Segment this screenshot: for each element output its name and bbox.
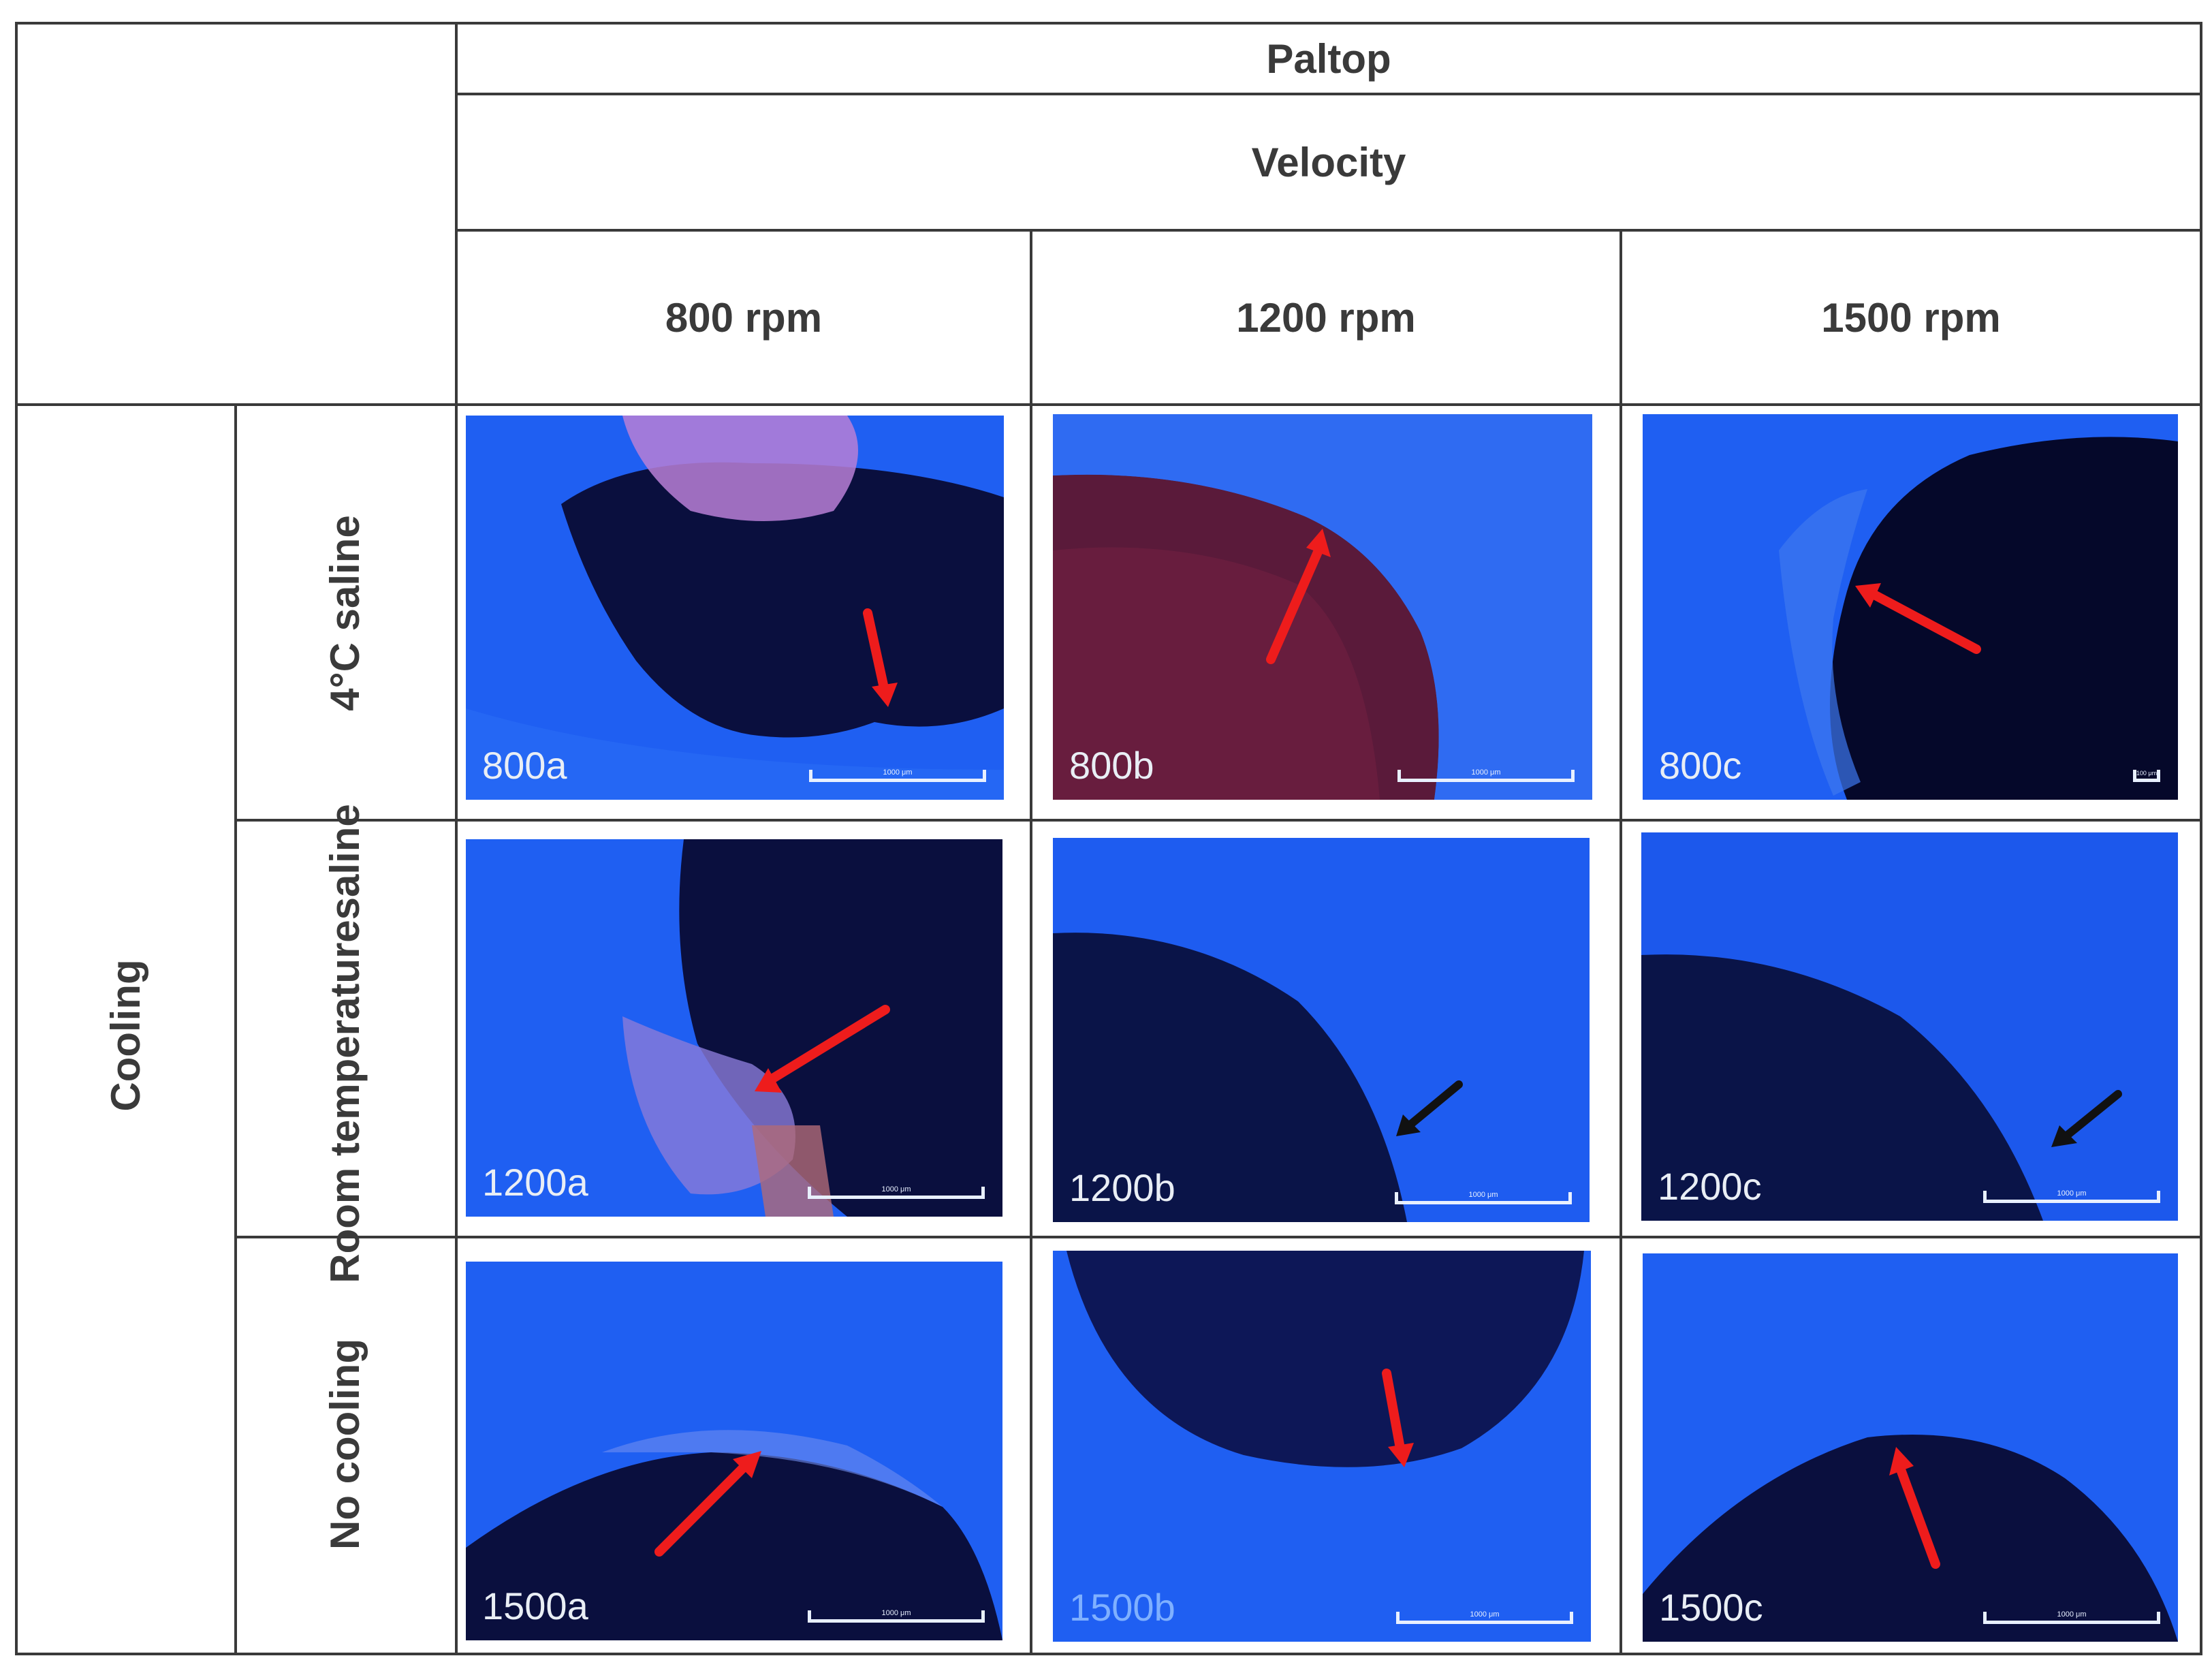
scale-bar-text: 1000 μm [881, 1609, 911, 1617]
panel-label: 800b [1069, 744, 1154, 787]
scale-bar-text: 100 μm [2136, 770, 2158, 777]
divider-paltop [455, 93, 2202, 95]
micrograph-800c: 800c 100 μm [1643, 414, 2178, 800]
panel-label: 1200c [1658, 1165, 1762, 1208]
scale-bar-text: 1000 μm [1470, 1610, 1500, 1619]
divider-header [15, 403, 2202, 406]
scale-bar: 1000 μm [1396, 1609, 1573, 1624]
row-label-4c-saline-text: 4°C saline [321, 515, 368, 711]
micrograph-1200c: 1200c 1000 μm [1641, 832, 2178, 1221]
micrograph-1500c: 1500c 1000 μm [1643, 1253, 2178, 1642]
row-label-no-cooling-text: No cooling [321, 1339, 368, 1550]
micrograph-image [1053, 838, 1590, 1222]
micrograph-1200b: 1200b 1000 μm [1053, 838, 1590, 1222]
divider-col1 [1030, 229, 1032, 1655]
row-label-4c-saline: 4°C saline [311, 409, 379, 817]
table-border-right [2200, 22, 2202, 1655]
micrograph-image [466, 839, 1002, 1217]
cooling-header: Cooling [91, 627, 159, 1444]
micrograph-image [1643, 1253, 2178, 1642]
row-label-room-temp: Room temperature saline [290, 804, 399, 1283]
panel-label: 800c [1659, 744, 1742, 787]
divider-velocity [455, 229, 2202, 232]
scale-bar-text: 1000 μm [2057, 1610, 2087, 1619]
table-border-left [15, 22, 18, 1655]
scale-bar-text: 1000 μm [1471, 768, 1501, 777]
panel-label: 1500b [1069, 1586, 1175, 1629]
panel-label: 1200a [482, 1161, 588, 1204]
scale-bar: 1000 μm [1983, 1188, 2160, 1203]
scale-bar: 1000 μm [1395, 1189, 1572, 1204]
scale-bar: 1000 μm [808, 1608, 985, 1623]
scale-bar-text: 1000 μm [1468, 1191, 1498, 1199]
panel-label: 1500c [1659, 1586, 1763, 1629]
column-header-1200: 1200 rpm [1236, 294, 1416, 341]
scale-bar-text: 1000 μm [883, 768, 913, 777]
panel-label: 1500a [482, 1584, 588, 1627]
scale-bar-text: 1000 μm [2057, 1189, 2087, 1198]
divider-row2 [234, 1236, 2202, 1238]
velocity-header: Velocity [1251, 139, 1406, 185]
row-label-no-cooling: No cooling [311, 1240, 379, 1649]
scale-bar: 1000 μm [1397, 767, 1575, 782]
row-label-room-temp-line2: saline [321, 804, 368, 920]
scale-bar: 1000 μm [1983, 1609, 2160, 1624]
scale-bar: 100 μm [2133, 767, 2160, 782]
micrograph-image [1641, 832, 2178, 1221]
paltop-header: Paltop [1266, 35, 1391, 82]
column-header-1500: 1500 rpm [1821, 294, 2001, 341]
panel-label: 1200b [1069, 1166, 1175, 1209]
micrograph-image [1643, 414, 2178, 800]
micrograph-1500a: 1500a 1000 μm [466, 1262, 1002, 1640]
divider-col2 [1620, 229, 1622, 1655]
micrograph-800a: 800a 1000 μm [466, 416, 1004, 800]
scale-bar-text: 1000 μm [881, 1185, 911, 1193]
panel-label: 800a [482, 744, 567, 787]
micrograph-1200a: 1200a 1000 μm [466, 839, 1002, 1217]
divider-rowlabel [455, 22, 458, 1655]
scale-bar: 1000 μm [808, 1184, 985, 1199]
cooling-header-text: Cooling [102, 959, 148, 1112]
micrograph-image [1053, 1251, 1591, 1642]
divider-row1 [234, 819, 2202, 822]
table-border-top [15, 22, 2202, 25]
scale-bar: 1000 μm [809, 767, 986, 782]
table-border-bottom [15, 1653, 2202, 1655]
micrograph-1500b: 1500b 1000 μm [1053, 1251, 1591, 1642]
column-header-800: 800 rpm [665, 294, 823, 341]
micrograph-image [466, 416, 1004, 800]
divider-cooling [234, 403, 237, 1655]
micrograph-image [1053, 414, 1592, 800]
micrograph-800b: 800b 1000 μm [1053, 414, 1592, 800]
row-label-room-temp-line1: Room temperature [321, 920, 368, 1283]
